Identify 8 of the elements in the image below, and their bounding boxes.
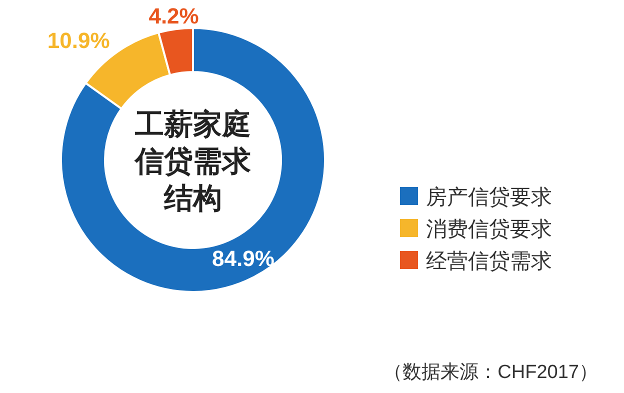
- legend-label: 经营信贷需求: [426, 250, 552, 273]
- data-label: 84.9%: [212, 246, 274, 271]
- text: 工薪家庭信贷需求结构: [134, 108, 251, 215]
- legend-label: 消费信贷要求: [426, 218, 552, 241]
- data-label: 10.9%: [47, 28, 110, 54]
- text: （数据来源：CHF2017）: [384, 362, 598, 383]
- data-label: 4.2%: [148, 3, 199, 28]
- legend-label: 房产信贷要求: [426, 186, 552, 209]
